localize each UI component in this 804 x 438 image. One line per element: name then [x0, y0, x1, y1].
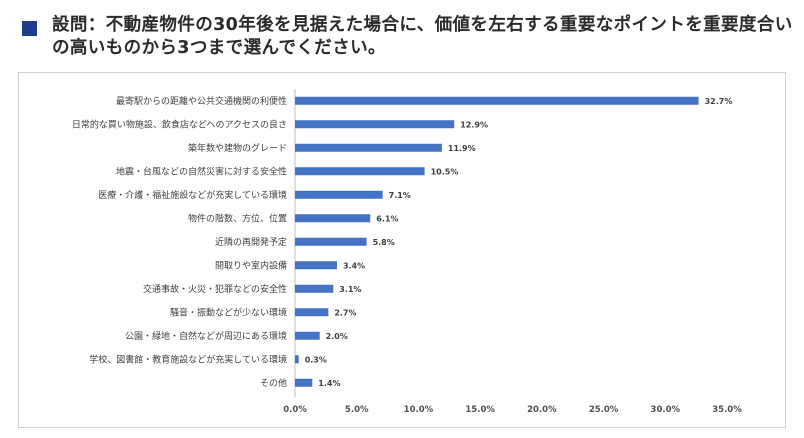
data-label: 10.5% — [431, 167, 459, 176]
category-label: 地震・台風などの自然災害に対する安全性 — [116, 165, 287, 177]
bar — [295, 284, 334, 293]
bar — [295, 308, 329, 317]
category-label: 日常的な買い物施設、飲食店などへのアクセスの良さ — [72, 118, 287, 130]
x-tick-label: 15.0% — [465, 405, 495, 415]
chart-frame — [18, 72, 786, 428]
question-text: 設問：不動産物件の30年後を見据えた場合に、価値を左右する重要なポイントを重要度… — [52, 15, 793, 58]
bar — [295, 331, 320, 340]
data-label: 0.3% — [305, 355, 327, 364]
bar — [295, 237, 367, 246]
data-label: 11.9% — [448, 144, 476, 153]
square-bullet-icon — [22, 21, 37, 36]
data-label: 12.9% — [460, 120, 488, 129]
data-label: 5.8% — [373, 238, 395, 247]
data-label: 32.7% — [705, 97, 733, 106]
category-label: 公園・緑地・自然などが周辺にある環境 — [125, 330, 287, 342]
question-header: 設問：不動産物件の30年後を見据えた場合に、価値を左右する重要なポイントを重要度… — [8, 8, 800, 64]
data-label: 3.4% — [343, 261, 365, 270]
x-tick-label: 5.0% — [345, 405, 369, 415]
x-tick-label: 0.0% — [283, 405, 307, 415]
category-label: 交通事故・火災・犯罪などの安全性 — [143, 283, 287, 295]
category-label: 最寄駅からの距離や公共交通機関の利便性 — [116, 95, 287, 107]
bar — [295, 214, 371, 223]
category-label: 間取りや室内設備 — [215, 259, 287, 271]
data-label: 7.1% — [389, 191, 411, 200]
x-tick-label: 30.0% — [651, 405, 681, 415]
x-tick-label: 10.0% — [404, 405, 434, 415]
bar — [295, 355, 299, 364]
bar — [295, 96, 699, 105]
data-label: 6.1% — [376, 214, 398, 223]
bar — [295, 190, 383, 199]
category-label: 築年数や建物のグレード — [188, 142, 287, 154]
category-label: 学校、図書館・教育施設などが充実している環境 — [89, 353, 287, 365]
data-label: 3.1% — [339, 285, 361, 294]
bar — [295, 378, 313, 387]
category-label: 騒音・振動などが少ない環境 — [170, 306, 287, 318]
x-tick-label: 25.0% — [589, 405, 619, 415]
category-label: 近隣の再開発予定 — [215, 236, 287, 248]
category-label: その他 — [260, 377, 287, 389]
bar — [295, 261, 337, 270]
x-tick-label: 20.0% — [527, 405, 557, 415]
bar — [295, 143, 442, 152]
category-label: 医療・介護・福祉施設などが充実している環境 — [98, 189, 287, 201]
data-label: 2.0% — [326, 332, 348, 341]
category-label: 物件の階数、方位、位置 — [188, 212, 287, 224]
x-tick-label: 35.0% — [712, 405, 742, 415]
bar — [295, 120, 455, 129]
data-label: 1.4% — [318, 379, 340, 388]
data-label: 2.7% — [334, 308, 356, 317]
bar — [295, 167, 425, 176]
